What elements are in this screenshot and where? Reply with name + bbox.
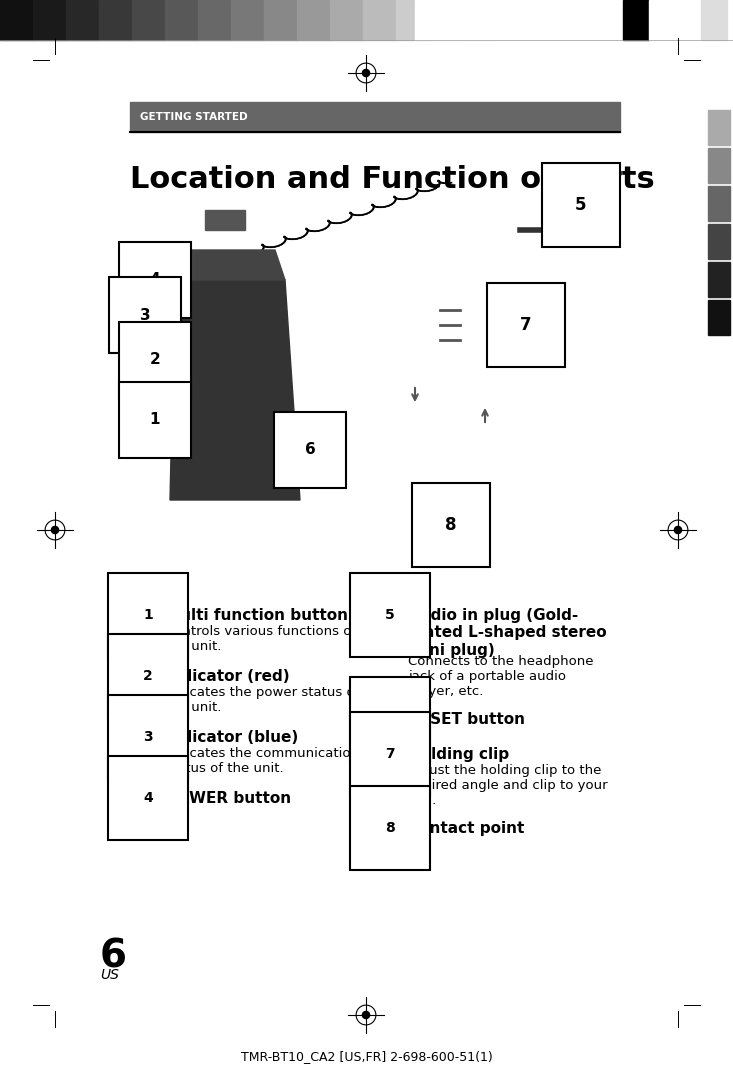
Text: Indicates the communication
status of the unit.: Indicates the communication status of th… <box>165 747 359 775</box>
Text: 6: 6 <box>305 443 315 458</box>
Bar <box>66 0 99 39</box>
Bar <box>205 210 245 230</box>
Text: 8: 8 <box>385 821 395 835</box>
Bar <box>330 0 363 39</box>
Bar <box>297 0 330 39</box>
Text: 2: 2 <box>143 669 153 683</box>
Bar <box>198 0 231 39</box>
Bar <box>429 0 462 39</box>
Bar <box>163 312 175 318</box>
Circle shape <box>362 1012 369 1019</box>
Text: Adjust the holding clip to the
desired angle and clip to your
bag.: Adjust the holding clip to the desired a… <box>408 764 608 807</box>
Bar <box>708 186 730 221</box>
Text: US: US <box>100 968 119 982</box>
Bar <box>708 224 730 259</box>
Bar <box>0 0 33 39</box>
Text: 6: 6 <box>385 712 395 726</box>
Text: 2: 2 <box>150 352 161 367</box>
Bar <box>563 229 585 245</box>
Text: Indicator (red): Indicator (red) <box>165 669 290 684</box>
Text: 1: 1 <box>143 608 153 622</box>
Bar <box>708 262 730 297</box>
Bar <box>132 0 165 39</box>
Text: Contact point: Contact point <box>408 821 524 837</box>
Bar <box>467 0 493 39</box>
Text: POWER button: POWER button <box>165 791 291 806</box>
Text: Audio in plug (Gold-
plated L-shaped stereo
mini plug): Audio in plug (Gold- plated L-shaped ste… <box>408 608 607 657</box>
Text: Indicator (blue): Indicator (blue) <box>165 730 298 745</box>
Text: 3: 3 <box>143 730 152 744</box>
Circle shape <box>287 427 293 433</box>
Bar <box>571 0 597 39</box>
Text: Connects to the headphone
jack of a portable audio
player, etc.: Connects to the headphone jack of a port… <box>408 655 594 698</box>
Text: 7: 7 <box>520 316 531 334</box>
Text: Multi function button: Multi function button <box>165 608 348 623</box>
Bar <box>163 343 175 348</box>
Bar <box>519 0 545 39</box>
Bar <box>493 0 519 39</box>
Bar <box>415 0 441 39</box>
Text: Location and Function of Parts: Location and Function of Parts <box>130 165 655 194</box>
Text: 8: 8 <box>445 516 457 534</box>
Bar <box>396 0 429 39</box>
Text: 5: 5 <box>575 196 586 214</box>
Text: 3: 3 <box>140 307 150 322</box>
Polygon shape <box>170 280 300 500</box>
Circle shape <box>51 526 59 534</box>
Bar <box>264 0 297 39</box>
Bar <box>708 148 730 184</box>
Bar <box>441 0 467 39</box>
Circle shape <box>674 526 682 534</box>
Text: TMR-BT10_CA2 [US,FR] 2-698-600-51(1): TMR-BT10_CA2 [US,FR] 2-698-600-51(1) <box>240 1050 493 1063</box>
Text: 4: 4 <box>150 272 161 287</box>
Bar <box>708 110 730 145</box>
Text: Indicates the power status of
the unit.: Indicates the power status of the unit. <box>165 686 359 714</box>
Bar <box>597 0 623 39</box>
Bar <box>163 372 175 378</box>
Text: RESET button: RESET button <box>408 712 525 727</box>
Text: 6: 6 <box>100 937 127 975</box>
Bar <box>701 0 727 39</box>
Bar <box>33 0 66 39</box>
Text: GETTING STARTED: GETTING STARTED <box>140 112 248 122</box>
Bar <box>462 0 495 39</box>
Circle shape <box>362 69 369 77</box>
Text: Controls various functions of
the unit.: Controls various functions of the unit. <box>165 625 356 653</box>
Bar <box>363 0 396 39</box>
Text: 7: 7 <box>385 747 395 761</box>
Text: 1: 1 <box>150 413 161 428</box>
Bar <box>165 0 198 39</box>
Text: 4: 4 <box>143 791 153 805</box>
Bar <box>708 300 730 335</box>
Text: Holding clip: Holding clip <box>408 747 509 762</box>
Bar <box>130 102 620 132</box>
Bar <box>675 0 701 39</box>
Bar <box>231 0 264 39</box>
Bar <box>649 0 675 39</box>
Polygon shape <box>175 250 285 280</box>
Bar <box>545 0 571 39</box>
Bar <box>99 0 132 39</box>
Bar <box>390 290 510 520</box>
Bar <box>623 0 649 39</box>
Text: 5: 5 <box>385 608 395 622</box>
